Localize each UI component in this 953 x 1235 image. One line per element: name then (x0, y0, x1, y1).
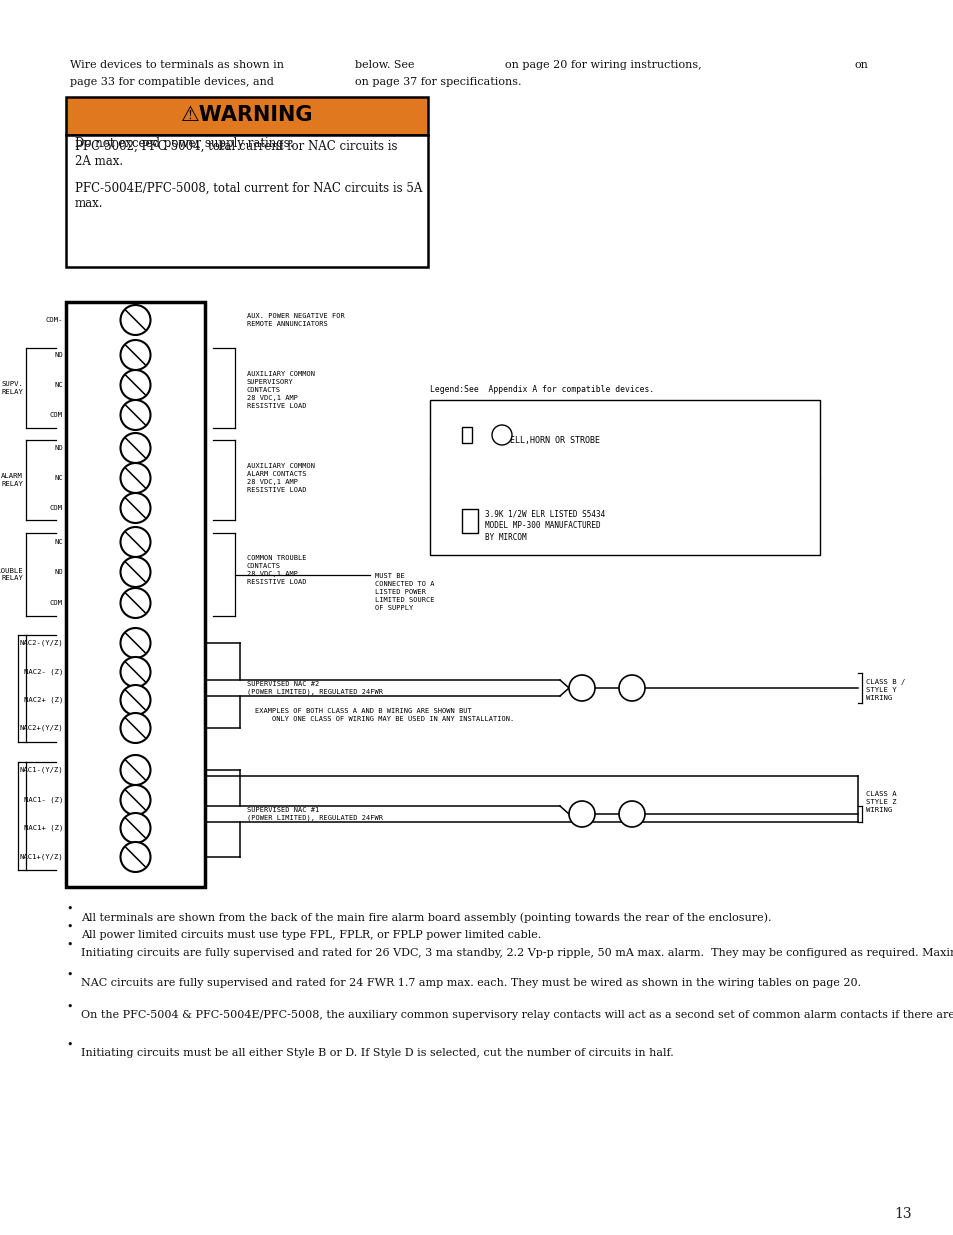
Circle shape (120, 713, 151, 743)
Circle shape (568, 802, 595, 827)
Text: NO: NO (54, 352, 63, 358)
Text: 3.9K 1/2W ELR LISTED S5434
MODEL MP-300 MANUFACTURED
BY MIRCOM: 3.9K 1/2W ELR LISTED S5434 MODEL MP-300 … (484, 510, 604, 542)
Text: COM-: COM- (46, 317, 63, 324)
Text: ALARM
RELAY: ALARM RELAY (1, 473, 23, 487)
Text: •: • (66, 904, 72, 914)
Text: Initiating circuits must be all either Style B or D. If Style D is selected, cut: Initiating circuits must be all either S… (81, 1049, 673, 1058)
Circle shape (120, 657, 151, 687)
Circle shape (120, 755, 151, 785)
Circle shape (120, 400, 151, 430)
Bar (430, 400, 820, 555)
Circle shape (120, 685, 151, 715)
Text: CLASS B /
STYLE Y
WIRING: CLASS B / STYLE Y WIRING (865, 679, 904, 701)
Text: •: • (66, 923, 72, 932)
Text: on page 37 for specifications.: on page 37 for specifications. (355, 77, 521, 86)
Circle shape (120, 433, 151, 463)
Text: TROUBLE
RELAY: TROUBLE RELAY (0, 568, 23, 580)
Text: NC: NC (54, 382, 63, 388)
Text: SUPERVISED NAC #1
(POWER LIMITED), REGULATED 24FWR: SUPERVISED NAC #1 (POWER LIMITED), REGUL… (247, 806, 382, 821)
Text: Wire devices to terminals as shown in: Wire devices to terminals as shown in (70, 61, 284, 70)
Text: On the PFC-5004 & PFC-5004E/PFC-5008, the auxiliary common supervisory relay con: On the PFC-5004 & PFC-5004E/PFC-5008, th… (81, 1010, 953, 1020)
Circle shape (120, 813, 151, 844)
Circle shape (120, 305, 151, 335)
Circle shape (120, 527, 151, 557)
Text: •: • (66, 1040, 72, 1050)
Text: •: • (66, 969, 72, 981)
Circle shape (120, 463, 151, 493)
Text: AUXILIARY COMMON
ALARM CONTACTS
28 VDC,1 AMP
RESISTIVE LOAD: AUXILIARY COMMON ALARM CONTACTS 28 VDC,1… (247, 463, 314, 493)
Bar (66, 135, 428, 267)
Text: CLASS A
STYLE Z
WIRING: CLASS A STYLE Z WIRING (865, 790, 896, 813)
Text: NO: NO (54, 569, 63, 576)
Circle shape (120, 842, 151, 872)
Bar (66, 98, 428, 135)
Circle shape (120, 493, 151, 522)
Text: NO: NO (54, 445, 63, 451)
Text: NAC circuits are fully supervised and rated for 24 FWR 1.7 amp max. each. They m: NAC circuits are fully supervised and ra… (81, 978, 861, 988)
Text: NAC2+ (Z): NAC2+ (Z) (24, 697, 63, 703)
Text: on page 20 for wiring instructions,: on page 20 for wiring instructions, (504, 61, 700, 70)
Text: ⚠WARNING: ⚠WARNING (180, 105, 313, 125)
Circle shape (618, 802, 644, 827)
Circle shape (120, 370, 151, 400)
Text: PFC-5004E/PFC-5008, total current for NAC circuits is 5A
max.: PFC-5004E/PFC-5008, total current for NA… (75, 182, 422, 210)
Bar (461, 509, 477, 534)
Circle shape (120, 629, 151, 658)
Text: COM: COM (50, 412, 63, 417)
Text: NC: NC (54, 538, 63, 545)
Text: SUPV.
RELAY: SUPV. RELAY (1, 382, 23, 394)
Text: MUST BE
CONNECTED TO A
LISTED POWER
LIMITED SOURCE
OF SUPPLY: MUST BE CONNECTED TO A LISTED POWER LIMI… (375, 573, 434, 611)
Text: COMMON TROUBLE
CONTACTS
28 VDC,1 AMP
RESISTIVE LOAD: COMMON TROUBLE CONTACTS 28 VDC,1 AMP RES… (247, 555, 306, 585)
Circle shape (120, 785, 151, 815)
Text: Do not exceed power supply ratings:: Do not exceed power supply ratings: (75, 137, 294, 149)
Text: COM: COM (50, 600, 63, 606)
Text: PFC-5002, PFC-5004, total current for NAC circuits is
2A max.: PFC-5002, PFC-5004, total current for NA… (75, 140, 397, 168)
Circle shape (618, 676, 644, 701)
Text: Initiating circuits are fully supervised and rated for 26 VDC, 3 ma standby, 2.2: Initiating circuits are fully supervised… (81, 948, 953, 958)
Circle shape (120, 557, 151, 587)
Circle shape (492, 425, 512, 445)
Text: NAC2+(Y/Z): NAC2+(Y/Z) (19, 725, 63, 731)
Text: NAC2- (Z): NAC2- (Z) (24, 668, 63, 676)
Text: SUPERVISED NAC #2
(POWER LIMITED), REGULATED 24FWR: SUPERVISED NAC #2 (POWER LIMITED), REGUL… (247, 680, 382, 695)
Text: on: on (854, 61, 868, 70)
Text: •: • (66, 1002, 72, 1011)
Text: NAC2-(Y/Z): NAC2-(Y/Z) (19, 640, 63, 646)
Text: NAC1+(Y/Z): NAC1+(Y/Z) (19, 853, 63, 861)
Text: NAC1- (Z): NAC1- (Z) (24, 797, 63, 803)
Text: •: • (66, 940, 72, 950)
Text: All terminals are shown from the back of the main fire alarm board assembly (poi: All terminals are shown from the back of… (81, 911, 771, 923)
Text: below. See: below. See (355, 61, 414, 70)
Text: NAC1+ (Z): NAC1+ (Z) (24, 825, 63, 831)
Text: AUXILIARY COMMON
SUPERVISORY
CONTACTS
28 VDC,1 AMP
RESISTIVE LOAD: AUXILIARY COMMON SUPERVISORY CONTACTS 28… (247, 370, 314, 409)
Circle shape (120, 588, 151, 618)
Text: Legend:See  Appendix A for compatible devices.: Legend:See Appendix A for compatible dev… (430, 385, 654, 394)
Text: COM: COM (50, 505, 63, 511)
Text: NC: NC (54, 475, 63, 480)
Text: All power limited circuits must use type FPL, FPLR, or FPLP power limited cable.: All power limited circuits must use type… (81, 930, 540, 940)
Text: 13: 13 (893, 1207, 911, 1221)
Text: page 33 for compatible devices, and: page 33 for compatible devices, and (70, 77, 274, 86)
Text: NAC1-(Y/Z): NAC1-(Y/Z) (19, 767, 63, 773)
Text: EXAMPLES OF BOTH CLASS A AND B WIRING ARE SHOWN BUT
    ONLY ONE CLASS OF WIRING: EXAMPLES OF BOTH CLASS A AND B WIRING AR… (254, 708, 514, 722)
Text: AUX. POWER NEGATIVE FOR
REMOTE ANNUNCIATORS: AUX. POWER NEGATIVE FOR REMOTE ANNUNCIAT… (247, 312, 344, 327)
Circle shape (568, 676, 595, 701)
Circle shape (120, 340, 151, 370)
Text: BELL,HORN OR STROBE: BELL,HORN OR STROBE (504, 436, 599, 445)
Bar (66, 303, 205, 887)
Bar (461, 427, 472, 443)
